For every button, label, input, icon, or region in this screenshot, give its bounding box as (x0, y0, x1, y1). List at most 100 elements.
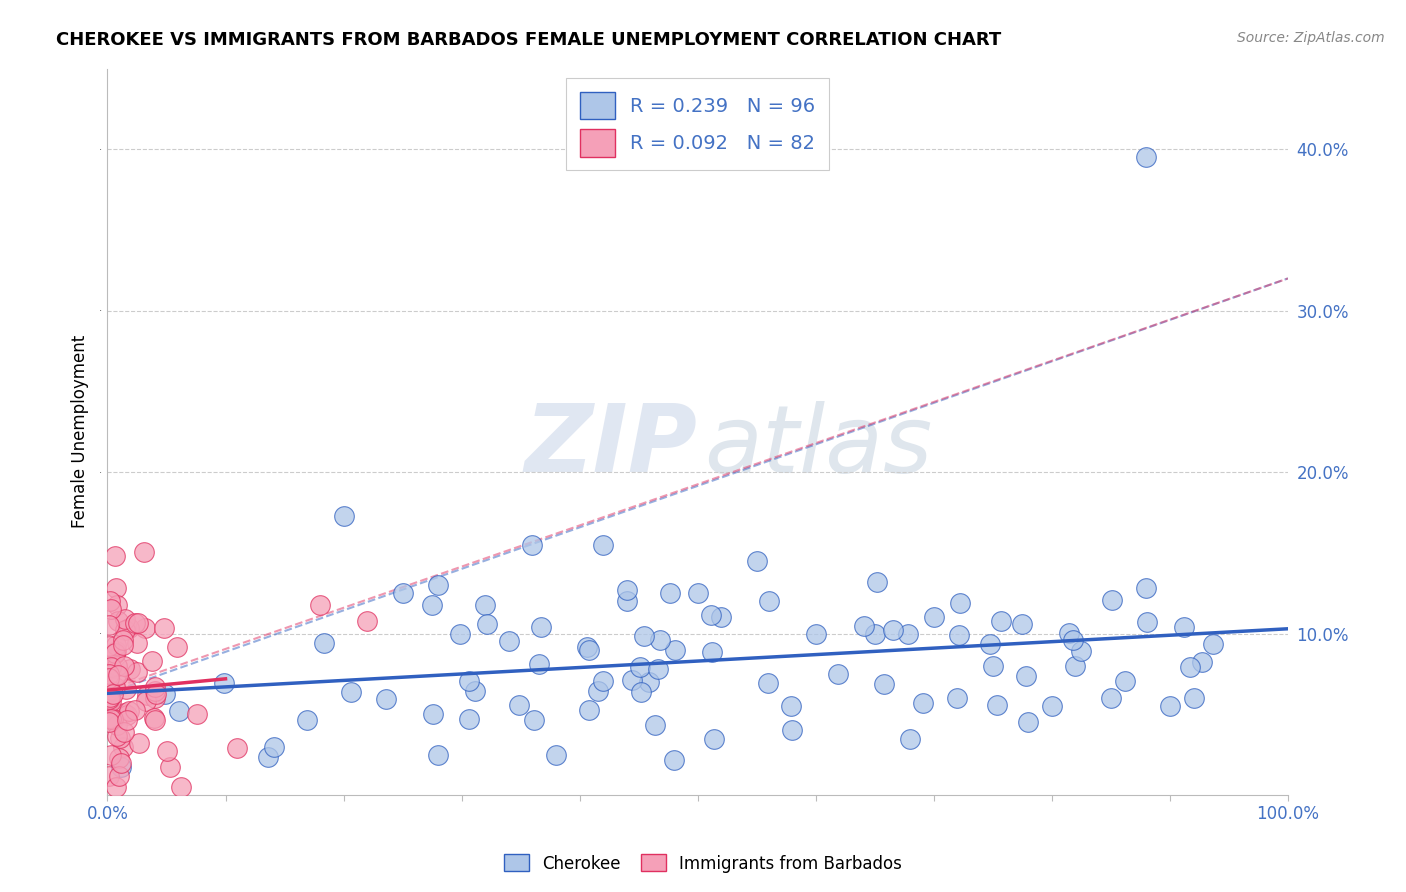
Point (104, 780, 127, 794)
Point (475, 616, 498, 631)
Point (97, 667, 120, 681)
Y-axis label: Female Unemployment: Female Unemployment (72, 335, 89, 528)
Point (391, 586, 413, 600)
Point (1135, 581, 1157, 595)
Point (638, 675, 661, 690)
Point (873, 676, 896, 690)
Point (127, 636, 149, 650)
Point (155, 744, 177, 758)
Point (804, 626, 827, 640)
Point (356, 614, 378, 628)
Point (544, 747, 567, 762)
Point (114, 623, 136, 637)
Text: CHEROKEE VS IMMIGRANTS FROM BARBADOS FEMALE UNEMPLOYMENT CORRELATION CHART: CHEROKEE VS IMMIGRANTS FROM BARBADOS FEM… (56, 31, 1001, 49)
Point (97, 618, 120, 632)
Point (474, 598, 496, 612)
Point (332, 508, 354, 523)
Point (114, 612, 136, 626)
Point (756, 676, 779, 690)
Point (686, 586, 709, 600)
Point (924, 609, 946, 624)
Point (115, 682, 138, 697)
Point (1015, 669, 1038, 683)
Point (1135, 150, 1157, 164)
Point (110, 731, 132, 746)
Point (98, 594, 121, 608)
Point (578, 643, 600, 657)
Point (117, 621, 139, 635)
Point (779, 699, 801, 714)
Point (111, 739, 134, 754)
Legend: R = 0.239   N = 96, R = 0.092   N = 82: R = 0.239 N = 96, R = 0.092 N = 82 (567, 78, 830, 170)
Point (136, 689, 159, 703)
Point (105, 668, 128, 682)
Point (155, 687, 177, 701)
Point (141, 654, 163, 668)
Point (312, 635, 335, 649)
Point (134, 544, 156, 558)
Point (340, 684, 363, 698)
Point (522, 538, 544, 552)
Point (647, 661, 669, 675)
Point (97, 683, 120, 698)
Point (586, 684, 609, 698)
Point (523, 713, 546, 727)
Point (827, 667, 849, 681)
Point (112, 659, 135, 673)
Point (117, 713, 139, 727)
Point (700, 645, 723, 659)
Point (630, 685, 652, 699)
Point (128, 736, 150, 750)
Point (104, 582, 127, 596)
Point (644, 718, 666, 732)
Point (134, 621, 156, 635)
Point (498, 633, 520, 648)
Point (990, 614, 1012, 628)
Point (1173, 620, 1195, 634)
Point (633, 629, 655, 643)
Point (124, 703, 146, 717)
Point (1159, 699, 1181, 714)
Point (946, 691, 969, 706)
Point (1099, 691, 1122, 706)
Point (97, 714, 120, 729)
Point (1180, 660, 1202, 674)
Point (127, 615, 149, 630)
Legend: Cherokee, Immigrants from Barbados: Cherokee, Immigrants from Barbados (498, 847, 908, 880)
Point (145, 688, 167, 702)
Point (295, 713, 318, 727)
Point (143, 691, 166, 706)
Point (1114, 673, 1136, 688)
Point (111, 638, 134, 652)
Point (110, 759, 132, 773)
Point (105, 659, 128, 673)
Point (263, 739, 285, 754)
Point (780, 723, 803, 738)
Point (100, 660, 122, 674)
Point (97, 640, 120, 654)
Point (427, 747, 450, 762)
Point (98, 652, 121, 666)
Point (143, 711, 166, 725)
Point (107, 668, 129, 682)
Point (98, 671, 121, 685)
Text: atlas: atlas (703, 401, 932, 491)
Point (616, 582, 638, 597)
Point (98, 690, 121, 705)
Point (104, 680, 127, 694)
Point (112, 706, 135, 720)
Point (103, 712, 125, 726)
Point (100, 694, 122, 708)
Point (103, 712, 125, 726)
Point (621, 673, 644, 688)
Point (527, 657, 550, 672)
Point (662, 753, 685, 767)
Point (650, 633, 672, 648)
Point (853, 619, 876, 633)
Point (98, 682, 121, 697)
Point (110, 756, 132, 770)
Point (212, 676, 235, 690)
Point (115, 708, 138, 723)
Point (592, 538, 614, 552)
Point (530, 620, 553, 634)
